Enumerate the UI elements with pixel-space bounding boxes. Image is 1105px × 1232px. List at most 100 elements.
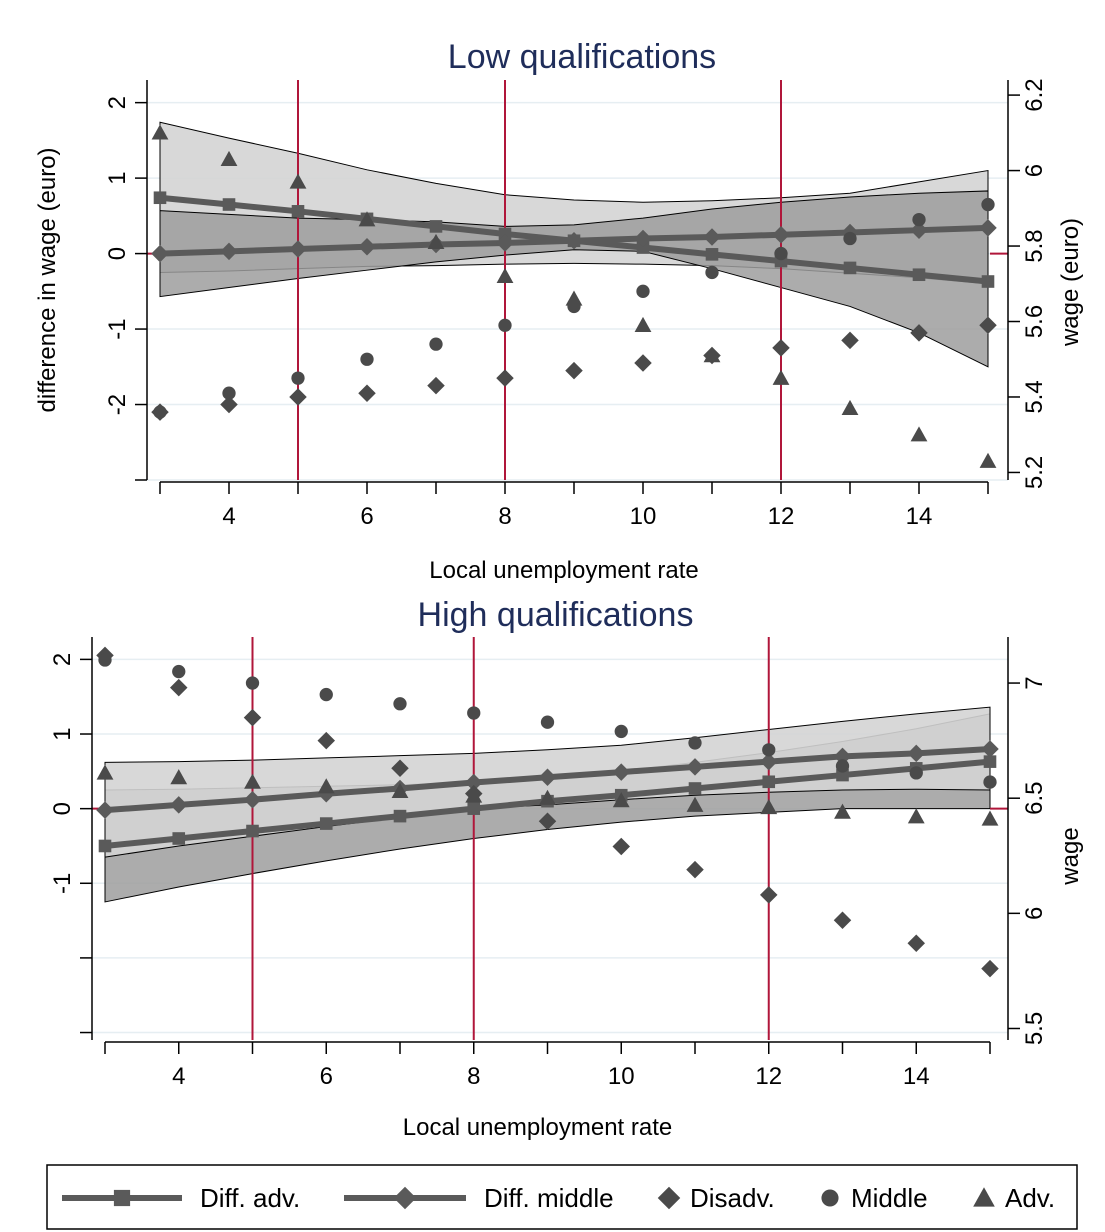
series-point — [762, 775, 776, 789]
scatter-point — [760, 799, 778, 815]
scatter-point — [981, 959, 999, 978]
legend-label: Diff. middle — [484, 1183, 614, 1213]
scatter-point — [291, 371, 305, 385]
series-point — [636, 241, 650, 254]
series-point — [686, 758, 704, 776]
series-point — [760, 752, 778, 771]
series-point — [843, 261, 857, 275]
x-tick-label: 8 — [498, 503, 511, 530]
series-point — [358, 238, 376, 256]
x-tick-label: 10 — [630, 503, 657, 530]
y-tick-label: 2 — [104, 96, 131, 109]
scatter-point — [220, 395, 238, 414]
legend-item: Adv. — [973, 1183, 1055, 1213]
scatter-point — [774, 246, 788, 261]
scatter-point — [498, 318, 512, 332]
legend-item: Diff. middle — [344, 1183, 614, 1213]
scatter-point — [151, 124, 169, 140]
scatter-point — [539, 789, 556, 805]
series-point — [688, 782, 702, 795]
scatter-point — [772, 369, 790, 385]
scatter-point — [834, 803, 851, 819]
scatter-point — [762, 743, 776, 757]
series-point — [703, 228, 721, 246]
scatter-point — [703, 347, 721, 363]
chart-title: High qualifications — [418, 596, 694, 634]
legend-item: Disadv. — [657, 1183, 775, 1213]
scatter-point — [772, 339, 790, 357]
y-axis-label: difference in wage (euro) — [34, 147, 61, 412]
series-point — [979, 219, 997, 237]
scatter-point — [289, 388, 307, 406]
x-tick-label: 4 — [222, 503, 235, 530]
scatter-point — [979, 452, 997, 468]
y-right-tick-label: 5.5 — [1021, 1012, 1048, 1045]
scatter-point — [910, 426, 928, 442]
scatter-point — [912, 212, 926, 227]
x-tick-label: 8 — [467, 1063, 480, 1090]
scatter-point — [153, 405, 167, 419]
legend-marker — [821, 1189, 839, 1207]
scatter-point — [909, 766, 923, 780]
series-point — [153, 191, 167, 205]
series-point — [172, 832, 186, 845]
series-point — [912, 268, 926, 282]
scatter-point — [841, 399, 859, 416]
series-point — [465, 773, 483, 792]
scatter-point — [907, 808, 925, 824]
scatter-point — [833, 911, 852, 930]
series-point — [981, 740, 999, 758]
chart-title: Low qualifications — [448, 38, 716, 76]
series-point — [833, 747, 852, 766]
legend-item: Middle — [821, 1183, 928, 1213]
y-tick-label: 0 — [104, 247, 131, 260]
scatter-point — [170, 769, 188, 785]
legend-marker — [393, 1186, 417, 1210]
scatter-point — [981, 810, 999, 826]
series-point — [983, 755, 997, 768]
series-point — [981, 275, 995, 288]
series-point — [836, 768, 849, 782]
scatter-point — [358, 211, 376, 227]
scatter-point — [979, 316, 997, 335]
y-right-tick-label: 7 — [1021, 676, 1048, 689]
y-right-tick-label: 6 — [1021, 164, 1048, 177]
scatter-point — [427, 376, 445, 395]
y-right-tick-label: 6.5 — [1021, 782, 1048, 815]
series-point — [565, 232, 583, 250]
scatter-point — [96, 764, 114, 780]
scatter-point — [612, 837, 630, 856]
scatter-point — [391, 782, 409, 799]
series-point — [907, 744, 925, 763]
series-point — [772, 225, 790, 244]
scatter-point — [565, 361, 583, 380]
scatter-point — [686, 796, 704, 812]
scatter-point — [170, 678, 188, 697]
x-tick-label: 6 — [320, 1063, 333, 1090]
series-point — [98, 839, 112, 853]
series-point — [429, 220, 443, 233]
x-tick-label: 14 — [906, 503, 933, 530]
scatter-point — [612, 792, 630, 808]
y-right-tick-label: 5.4 — [1021, 380, 1048, 413]
y-tick-label: -2 — [104, 394, 131, 415]
series-point — [634, 229, 652, 248]
x-tick-label: 14 — [903, 1063, 930, 1090]
scatter-point — [245, 676, 260, 690]
series-point — [319, 817, 333, 830]
scatter-point — [636, 284, 650, 298]
scatter-point — [172, 664, 186, 679]
series-point — [467, 802, 481, 815]
legend-marker — [657, 1186, 681, 1210]
y-tick-label: 2 — [49, 653, 76, 666]
legend-marker — [973, 1187, 995, 1207]
series-point — [393, 809, 407, 823]
y-right-tick-label: 5.2 — [1021, 456, 1048, 489]
scatter-point — [614, 724, 628, 739]
series-point — [498, 227, 512, 241]
series-point — [538, 768, 557, 787]
series-point — [220, 242, 238, 261]
x-tick-label: 10 — [608, 1063, 635, 1090]
scatter-point — [981, 197, 995, 212]
